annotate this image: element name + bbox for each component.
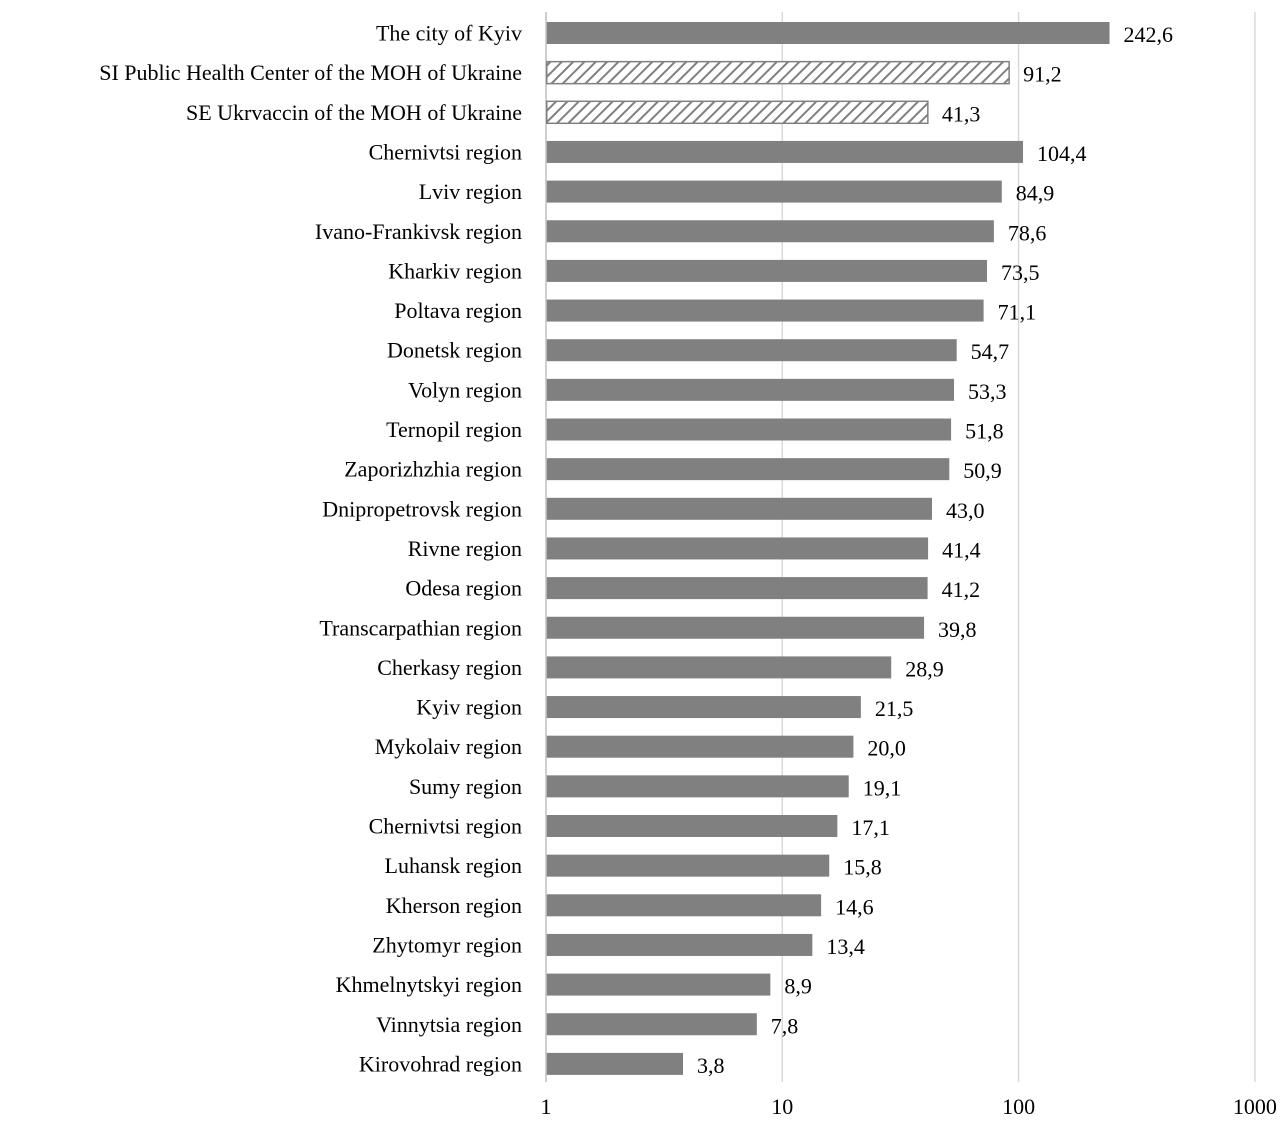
value-label: 13,4 xyxy=(826,934,865,959)
category-label: Kyiv region xyxy=(416,695,522,720)
category-label: Odesa region xyxy=(405,576,522,601)
category-label: The city of Kyiv xyxy=(376,21,522,46)
value-label: 19,1 xyxy=(863,775,902,800)
value-label: 17,1 xyxy=(851,815,890,840)
category-label: Kharkiv region xyxy=(388,258,522,283)
bar xyxy=(546,220,994,243)
value-label: 71,1 xyxy=(998,300,1037,325)
bar-hatched xyxy=(546,100,929,125)
category-label: Donetsk region xyxy=(387,338,522,363)
value-label: 15,8 xyxy=(843,855,882,880)
category-label: Rivne region xyxy=(408,536,522,561)
value-label: 14,6 xyxy=(835,894,874,919)
bar xyxy=(546,933,813,956)
bar xyxy=(546,973,771,996)
x-axis-tick-labels: 1 10 100 1000 xyxy=(541,1094,1277,1119)
category-label: Mykolaiv region xyxy=(375,734,522,759)
category-labels: The city of Kyiv SI Public Health Center … xyxy=(99,21,522,1077)
value-label: 41,4 xyxy=(942,537,981,562)
bar xyxy=(546,299,984,322)
category-label: Dnipropetrovsk region xyxy=(322,496,522,521)
category-label: SE Ukrvaccin of the MOH of Ukraine xyxy=(186,100,522,125)
value-labels: 242,6 91,2 41,3 104,4 84,9 78,6 73,5 71,1 54,7 53… xyxy=(697,22,1173,1078)
value-label: 3,8 xyxy=(697,1053,725,1078)
bar xyxy=(546,458,950,481)
bar xyxy=(546,378,955,401)
value-label: 7,8 xyxy=(771,1013,799,1038)
bar xyxy=(546,735,854,758)
bar xyxy=(546,339,957,362)
bar xyxy=(546,815,838,837)
category-label: Chernivtsi region xyxy=(369,139,522,164)
bar xyxy=(546,775,849,798)
category-label: Kirovohrad region xyxy=(359,1051,522,1076)
category-label: Ternopil region xyxy=(386,417,522,442)
category-label: Sumy region xyxy=(409,774,522,799)
category-label: Khmelnytskyi region xyxy=(336,972,522,997)
bar xyxy=(546,22,1110,44)
category-label: Lviv region xyxy=(419,179,522,204)
x-tick-label: 1 xyxy=(541,1094,552,1119)
value-label: 28,9 xyxy=(905,656,944,681)
bar xyxy=(546,1013,757,1036)
bar xyxy=(546,577,928,600)
value-label: 242,6 xyxy=(1124,22,1174,47)
category-label: Vinnytsia region xyxy=(376,1012,522,1037)
category-label: Ivano-Frankivsk region xyxy=(315,219,522,244)
bar xyxy=(546,537,929,560)
value-label: 20,0 xyxy=(867,736,906,761)
bar xyxy=(546,696,861,719)
bar xyxy=(546,1052,684,1075)
bar xyxy=(546,656,892,679)
value-label: 73,5 xyxy=(1001,260,1039,285)
x-tick-label: 100 xyxy=(1002,1094,1035,1119)
bar xyxy=(546,497,932,520)
bar xyxy=(546,259,988,282)
bar xyxy=(546,854,830,877)
value-label: 104,4 xyxy=(1037,141,1087,166)
value-label: 54,7 xyxy=(971,339,1010,364)
value-label: 21,5 xyxy=(875,696,914,721)
x-tick-label: 1000 xyxy=(1233,1094,1277,1119)
bar xyxy=(546,180,1002,203)
category-label: Zaporizhzhia region xyxy=(344,457,522,482)
bar xyxy=(546,616,925,639)
bars xyxy=(546,22,1110,1075)
value-label: 41,2 xyxy=(942,577,981,602)
category-label: Cherkasy region xyxy=(377,655,522,680)
value-label: 50,9 xyxy=(963,458,1002,483)
value-label: 43,0 xyxy=(946,498,985,523)
value-label: 91,2 xyxy=(1023,62,1061,87)
category-label: Luhansk region xyxy=(385,853,522,878)
value-label: 84,9 xyxy=(1016,181,1055,206)
category-label: Volyn region xyxy=(408,377,522,402)
bar xyxy=(546,418,952,441)
value-label: 53,3 xyxy=(968,379,1007,404)
bar xyxy=(546,894,822,917)
value-label: 51,8 xyxy=(965,419,1004,444)
bar xyxy=(546,140,1024,163)
bar-hatched xyxy=(546,60,1010,85)
category-label: Transcarpathian region xyxy=(319,615,522,640)
category-label: Kherson region xyxy=(386,893,522,918)
value-label: 78,6 xyxy=(1008,220,1047,245)
category-label: Poltava region xyxy=(394,298,522,323)
x-tick-label: 10 xyxy=(771,1094,793,1119)
value-label: 39,8 xyxy=(938,617,977,642)
category-label: SI Public Health Center of the MOH of Uk… xyxy=(99,60,522,85)
value-label: 8,9 xyxy=(784,974,812,999)
category-label: Chernivtsi region xyxy=(369,814,522,839)
value-label: 41,3 xyxy=(942,101,981,126)
category-label: Zhytomyr region xyxy=(372,932,522,957)
